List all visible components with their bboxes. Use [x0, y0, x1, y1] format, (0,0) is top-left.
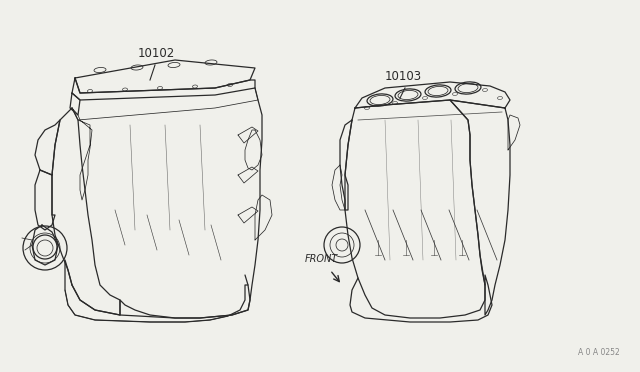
Text: 10102: 10102 — [138, 47, 175, 60]
Text: FRONT: FRONT — [305, 254, 339, 264]
Text: 10103: 10103 — [385, 70, 422, 83]
Text: A 0 A 0252: A 0 A 0252 — [579, 348, 620, 357]
